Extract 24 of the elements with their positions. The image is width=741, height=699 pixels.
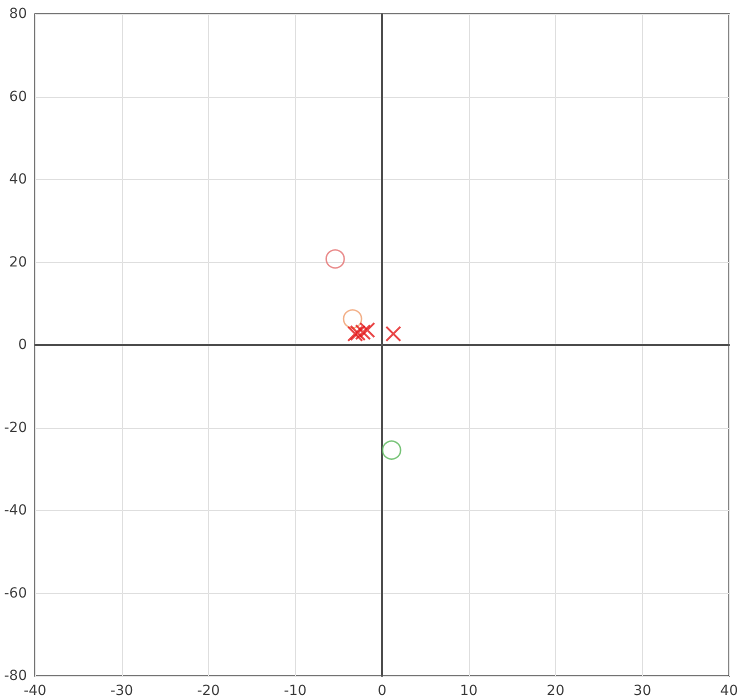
point	[354, 324, 371, 340]
x-tick-label: -30	[110, 683, 134, 699]
y-tick-label: 80	[9, 6, 27, 22]
point	[325, 249, 345, 269]
point	[385, 326, 402, 342]
y-tick-label: -20	[4, 420, 27, 436]
x-tick-label: 30	[633, 683, 652, 699]
x-tick-label: 20	[546, 683, 564, 699]
x-tick-label: 0	[378, 683, 387, 699]
y-tick-label: -80	[4, 668, 27, 684]
y-tick-label: 20	[9, 254, 27, 270]
point	[342, 309, 362, 329]
x-tick-label: -20	[197, 683, 220, 699]
y-tick-label: -40	[4, 502, 27, 518]
y-tick-label: 0	[18, 337, 27, 353]
point	[359, 322, 376, 338]
y-tick-label: -60	[4, 585, 27, 602]
x-tick-label: -10	[284, 683, 307, 699]
y-tick-label: 40	[9, 172, 27, 188]
y-tick-label: 60	[9, 88, 27, 105]
x-tick-label: 40	[720, 683, 738, 699]
point	[382, 440, 402, 460]
x-tick-label: 10	[460, 683, 478, 699]
x-tick-label: -40	[24, 683, 46, 699]
